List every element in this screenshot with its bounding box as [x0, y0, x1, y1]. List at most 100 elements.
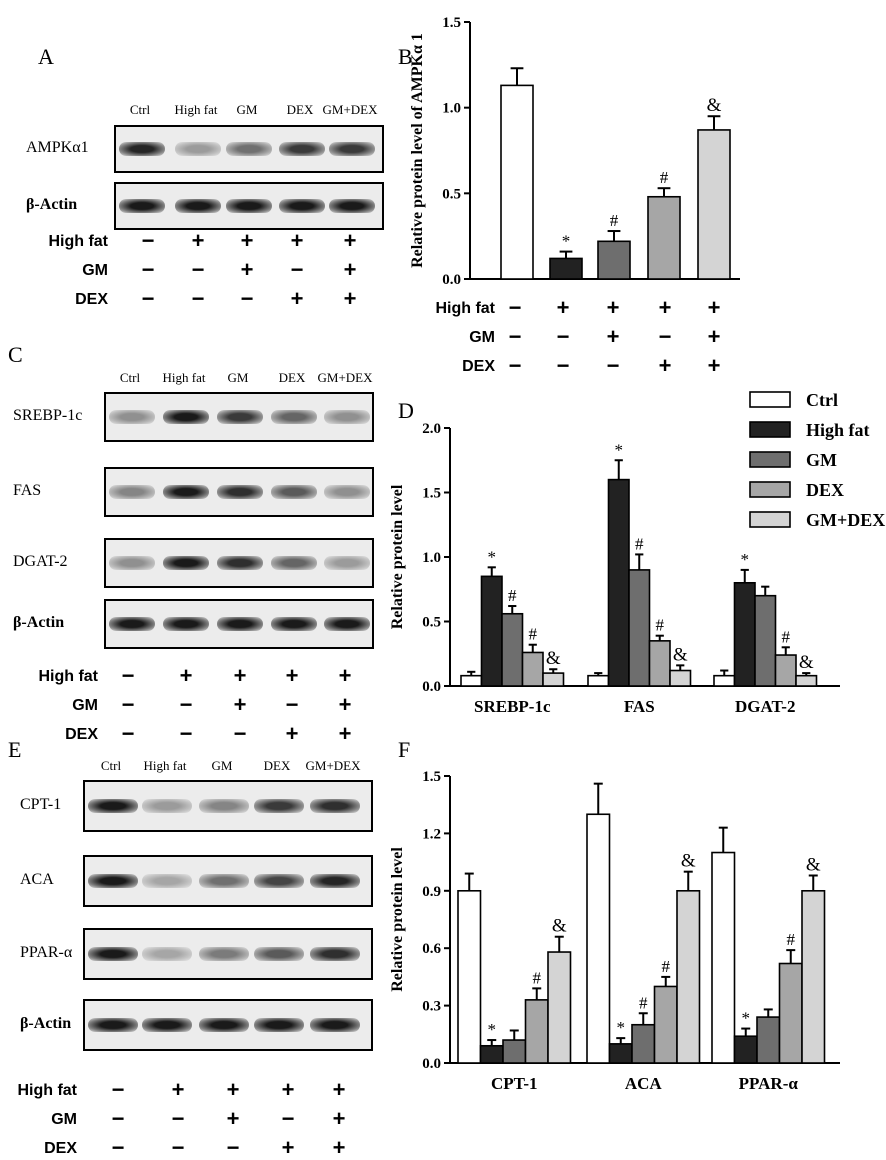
- chart-f-y-tick-label: 0.0: [422, 1056, 441, 1072]
- chart-d-fas-dex-bar: [648, 640, 671, 687]
- band: [324, 485, 370, 499]
- blot-strip-ampk-1: [114, 125, 384, 173]
- chart-f-cpt-1-high-fat-significance-mark: *: [488, 1020, 497, 1039]
- e-condition-gm: GM: [51, 1111, 77, 1128]
- a-sign-plus: +: [343, 257, 357, 282]
- b-sign-minus: −: [658, 324, 672, 349]
- a-sign-minus: −: [191, 286, 205, 311]
- c-sign-minus: −: [121, 663, 135, 688]
- chart-d-fas-high-fat-bar: [607, 478, 630, 687]
- chart-d-fas-gm-significance-mark: #: [635, 534, 644, 553]
- lane-label-high-fat: High fat: [174, 102, 218, 117]
- b-sign-minus: −: [508, 295, 522, 320]
- c-sign-plus: +: [285, 663, 299, 688]
- chart-f-y-tick-label: 1.5: [422, 769, 441, 785]
- chart-d-fas-ctrl-bar: [587, 674, 610, 687]
- e-sign-plus: +: [281, 1135, 295, 1160]
- chart-f-cpt-1-high-fat-bar: [479, 1044, 504, 1064]
- chart-d-y-tick-label: 1.5: [422, 486, 441, 502]
- lane-label-dex: DEX: [263, 758, 291, 773]
- chart-d-y-tick-label: 2.0: [422, 421, 441, 437]
- chart-f-cpt-1-gm-bar: [502, 1039, 527, 1064]
- band: [142, 947, 192, 961]
- chart-b-gm-bar: [597, 240, 631, 280]
- chart-f-cpt-1-gm-dex-significance-mark: &: [552, 916, 567, 937]
- e-sign-plus: +: [171, 1077, 185, 1102]
- e-sign-plus: +: [332, 1077, 346, 1102]
- chart-f-y-tick-label: 0.9: [422, 884, 441, 900]
- chart-d-x-label: DGAT-2: [735, 697, 795, 716]
- legend-label-dex: DEX: [806, 480, 844, 500]
- lane-label-gm: GM: [227, 370, 249, 385]
- e-sign-plus: +: [281, 1077, 295, 1102]
- band: [310, 799, 360, 813]
- chart-f-ppar-gm-dex-significance-mark: &: [806, 854, 821, 875]
- chart-b-gm-dex-bar: [697, 129, 731, 280]
- blot-label-ampk-1: AMPKα1: [26, 139, 89, 156]
- chart-d-dgat-2-gm-bar: [754, 594, 777, 687]
- chart-f-cpt-1-dex-bar: [524, 999, 549, 1064]
- chart-f-aca-gm-bar: [631, 1023, 656, 1064]
- chart-b-dex-bar: [647, 195, 681, 280]
- lane-label-gm: GM: [236, 102, 258, 117]
- c-sign-minus: −: [121, 721, 135, 746]
- chart-b-y-tick-label: 1.5: [442, 15, 461, 31]
- band: [163, 410, 209, 424]
- band: [109, 617, 155, 631]
- chart-f-ppar-high-fat-bar: [733, 1035, 758, 1064]
- chart-f-y-tick-label: 0.3: [422, 999, 441, 1015]
- chart-b-gm-significance-mark: #: [610, 211, 619, 230]
- chart-d-srebp-1c-dex-significance-mark: #: [529, 625, 538, 644]
- band: [329, 142, 375, 156]
- chart-f-y-tick-label: 0.6: [422, 941, 441, 957]
- e-sign-plus: +: [226, 1106, 240, 1131]
- band: [142, 1018, 192, 1032]
- band: [119, 142, 165, 156]
- chart-b-y-tick-label: 1.0: [442, 101, 461, 117]
- c-condition-dex: DEX: [65, 726, 98, 743]
- e-sign-minus: −: [111, 1106, 125, 1131]
- blot-label-actin: β-Actin: [13, 614, 65, 631]
- band: [109, 556, 155, 570]
- band: [142, 874, 192, 888]
- band: [217, 410, 263, 424]
- chart-f-ppar-gm-bar: [756, 1016, 781, 1064]
- c-sign-plus: +: [285, 721, 299, 746]
- band: [163, 617, 209, 631]
- chart-d-fas-gm-bar: [628, 569, 651, 687]
- b-sign-plus: +: [707, 324, 721, 349]
- e-sign-minus: −: [226, 1135, 240, 1160]
- lane-label-high-fat: High fat: [143, 758, 187, 773]
- blot-strip-actin: [114, 182, 384, 230]
- lane-label-high-fat: High fat: [162, 370, 206, 385]
- e-sign-minus: −: [281, 1106, 295, 1131]
- chart-d-y-tick-label: 1.0: [422, 550, 441, 566]
- e-sign-minus: −: [171, 1135, 185, 1160]
- legend-label-ctrl: Ctrl: [806, 390, 838, 410]
- band: [329, 199, 375, 213]
- chart-d-srebp-1c-ctrl-bar: [460, 674, 483, 687]
- a-condition-gm: GM: [82, 262, 108, 279]
- blot-strip-actin: [104, 599, 374, 649]
- band: [279, 142, 325, 156]
- band: [271, 410, 317, 424]
- band: [199, 947, 249, 961]
- chart-f-aca-ctrl-bar: [586, 813, 611, 1064]
- chart-f-y-tick-label: 1.2: [422, 826, 441, 842]
- band: [109, 485, 155, 499]
- band: [199, 874, 249, 888]
- legend-swatch-ctrl: [749, 391, 791, 408]
- band: [271, 617, 317, 631]
- c-sign-plus: +: [179, 663, 193, 688]
- c-sign-plus: +: [338, 663, 352, 688]
- chart-d-dgat-2-gm-dex-significance-mark: &: [799, 652, 814, 673]
- blot-label-fas: FAS: [13, 482, 42, 499]
- chart-f-aca-dex-significance-mark: #: [662, 957, 671, 976]
- chart-d-dgat-2-dex-bar: [774, 654, 797, 687]
- band: [163, 485, 209, 499]
- chart-f-aca-gm-significance-mark: #: [639, 993, 648, 1012]
- c-sign-minus: −: [233, 721, 247, 746]
- lane-label-ctrl: Ctrl: [100, 758, 122, 773]
- chart-d-y-axis-label: Relative protein level: [389, 484, 406, 629]
- b-sign-plus: +: [556, 295, 570, 320]
